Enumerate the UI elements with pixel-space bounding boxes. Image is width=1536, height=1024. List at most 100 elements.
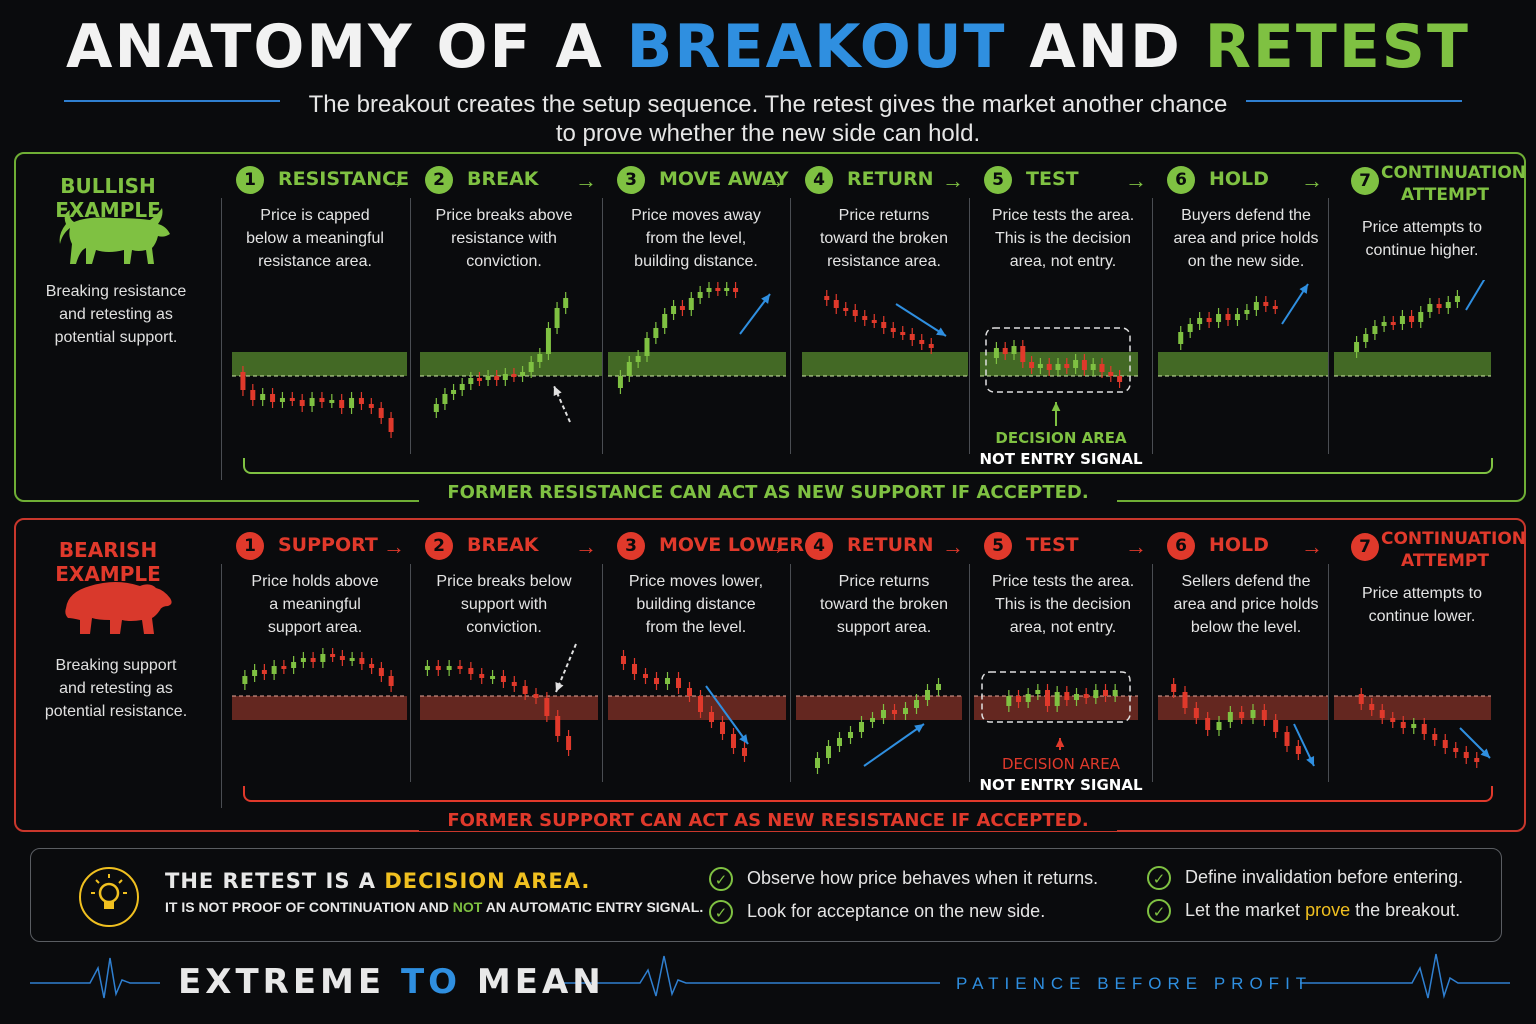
subtitle: The breakout creates the setup sequence.… <box>308 91 1228 147</box>
step-title: TEST <box>1026 534 1079 556</box>
step-number-badge: 3 <box>617 166 645 194</box>
return-candle <box>826 740 831 764</box>
continuation-candle <box>1358 688 1364 710</box>
support-candle <box>252 664 258 682</box>
step-number-badge: 7 <box>1351 167 1379 195</box>
move-lower-candle <box>698 690 703 718</box>
continuation-candle <box>1463 746 1469 764</box>
step-description: Price breaks above resistance with convict… <box>435 207 573 270</box>
step-number-badge: 6 <box>1167 532 1195 560</box>
test-candle <box>1016 690 1021 708</box>
hold-candle <box>1263 296 1269 312</box>
hold-candle <box>1284 726 1290 752</box>
move-away-candle <box>679 300 685 316</box>
bearish-bracket <box>243 786 1493 802</box>
decision-area-box <box>981 671 1131 723</box>
step-title: BREAK <box>467 534 539 556</box>
continuation-candle <box>1369 698 1375 716</box>
return-candle <box>843 302 849 316</box>
step-description: Price attempts to continue higher. <box>1361 219 1483 259</box>
move-lower-candle <box>720 716 725 740</box>
separator <box>969 198 970 454</box>
step-title: HOLD <box>1209 168 1269 190</box>
separator <box>1328 198 1329 454</box>
resistance-candle <box>270 388 276 408</box>
bullish-decision-area-label: DECISION AREA NOT ENTRY SIGNAL <box>979 429 1143 468</box>
resistance-candle <box>388 412 394 438</box>
test-candle <box>1055 358 1061 376</box>
step-number-badge: 3 <box>617 532 645 560</box>
move-away-candle <box>644 332 650 362</box>
return-candle <box>936 678 941 696</box>
continuation-candle <box>1427 298 1433 318</box>
break-candle <box>435 660 441 676</box>
support-zone-band <box>608 352 786 376</box>
checklist-item: ✓ Define invalidation before entering. <box>1147 866 1463 890</box>
support-candle <box>330 648 336 662</box>
support-candle <box>261 664 267 680</box>
test-candle <box>1064 686 1070 706</box>
continuation-candle <box>1390 316 1396 330</box>
step-number-badge: 1 <box>236 532 264 560</box>
return-candle <box>848 726 853 744</box>
continuation-candle <box>1381 316 1387 332</box>
test-candle <box>1081 354 1087 376</box>
hold-candle <box>1272 300 1278 314</box>
support-candle <box>310 652 316 668</box>
hold-candle <box>1234 308 1240 326</box>
step-title: CONTINUATION ATTEMPT <box>1381 529 1527 571</box>
bullish-footer: FORMER RESISTANCE CAN ACT AS NEW SUPPORT… <box>0 482 1536 503</box>
return-candle <box>870 712 875 728</box>
step-description: Sellers defend the area and price holds be… <box>1173 573 1319 636</box>
continuation-candle <box>1363 328 1369 348</box>
test-candle <box>1073 354 1079 374</box>
resistance-zone-band <box>420 696 598 720</box>
hold-candle <box>1239 706 1245 724</box>
direction-arrow-icon <box>705 685 749 745</box>
bearish-example-label: BEARISH EXAMPLE <box>55 538 161 586</box>
step-description: Buyers defend the area and price holds on … <box>1173 207 1319 270</box>
flow-arrow-icon: → <box>575 168 597 193</box>
break-candle <box>459 378 465 396</box>
step-title: MOVE LOWER <box>659 534 804 556</box>
resistance-candle <box>279 392 285 408</box>
bear-icon <box>65 582 172 634</box>
return-candle <box>903 702 908 720</box>
resistance-zone-band <box>608 696 786 720</box>
separator <box>221 564 222 808</box>
test-candle <box>993 342 999 364</box>
return-candle <box>862 310 868 326</box>
direction-arrow-icon <box>1051 402 1061 426</box>
break-candle <box>537 348 543 368</box>
support-zone-band <box>1334 352 1491 376</box>
bullish-desc: Breaking resistance and retesting as poten… <box>45 283 187 346</box>
separator <box>969 564 970 782</box>
continuation-candle <box>1474 752 1480 768</box>
hold-candle <box>1250 704 1256 724</box>
return-candle <box>859 716 864 738</box>
flow-arrow-icon: → <box>763 168 785 193</box>
bearish-footer: FORMER SUPPORT CAN ACT AS NEW RESISTANCE… <box>0 810 1536 831</box>
continuation-candle <box>1445 296 1451 314</box>
move-away-candle <box>626 356 632 382</box>
direction-arrow-icon <box>1459 727 1491 759</box>
hold-candle <box>1244 304 1250 320</box>
hold-candle <box>1216 716 1222 736</box>
separator <box>1152 198 1153 454</box>
step-number-badge: 4 <box>805 166 833 194</box>
hold-candle <box>1193 702 1199 724</box>
break-candle <box>533 688 539 704</box>
step-description: Price breaks below support with conviction… <box>436 573 572 636</box>
separator <box>221 198 222 480</box>
support-zone-band <box>802 352 968 376</box>
hold-candle <box>1187 318 1193 338</box>
bull-icon <box>59 208 170 264</box>
test-candle <box>1090 358 1096 376</box>
step-title: RETURN <box>847 534 934 556</box>
hold-candle <box>1261 704 1267 726</box>
move-away-candle <box>635 350 641 368</box>
break-candle <box>563 292 569 314</box>
test-candle <box>1002 342 1008 360</box>
break-candle <box>528 356 534 378</box>
test-candle <box>1108 366 1114 382</box>
